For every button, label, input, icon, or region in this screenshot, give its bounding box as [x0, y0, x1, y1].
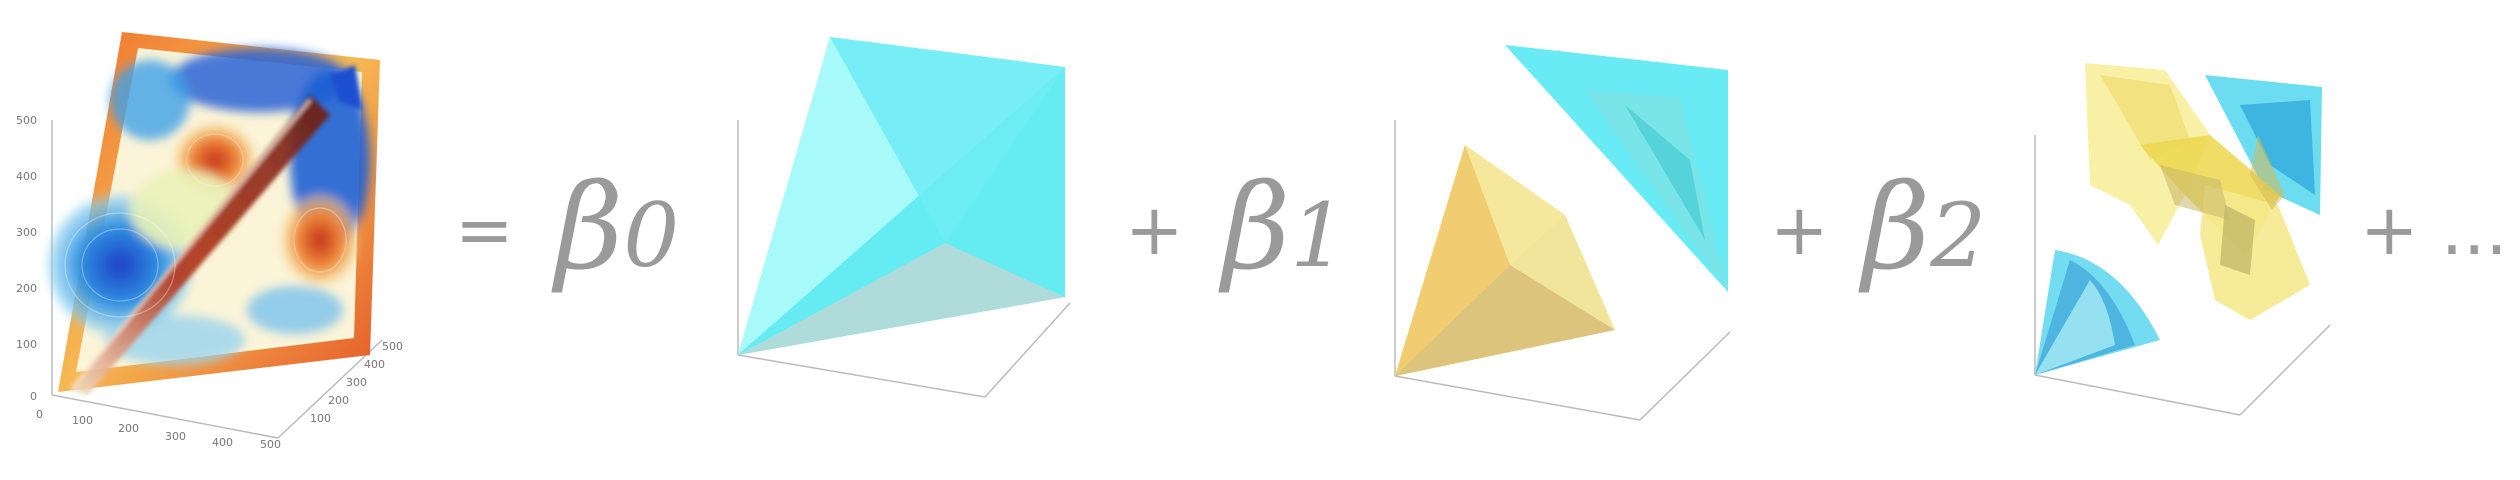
continuation-ellipsis: + ...	[2360, 189, 2508, 271]
beta-0-coefficient: β0	[555, 168, 679, 286]
basis-plot-0	[715, 25, 1085, 405]
beta-index: 1	[1290, 184, 1347, 287]
axis	[1394, 375, 1641, 421]
x-tick: 500	[260, 438, 281, 450]
x-tick: 100	[72, 414, 93, 427]
z-tick: 200	[328, 394, 349, 407]
axis	[737, 354, 986, 398]
cyan-wedge	[1505, 45, 1728, 292]
y-tick: 500	[16, 114, 37, 127]
beta-index: 2	[1930, 184, 1987, 287]
axis	[1639, 331, 1731, 421]
z-axis	[277, 339, 383, 439]
plus-sign: +	[1125, 189, 1184, 271]
x-tick: 300	[165, 430, 186, 443]
beta-symbol: β	[1222, 158, 1291, 296]
beta-symbol: β	[1862, 158, 1931, 296]
x-axis	[51, 394, 279, 439]
equals-sign: =	[455, 189, 514, 271]
field-surface	[48, 32, 380, 395]
z-tick: 400	[364, 358, 385, 371]
z-tick: 500	[382, 340, 403, 353]
axis	[2239, 324, 2331, 416]
beta-index: 0	[623, 184, 680, 287]
yellow-pyramid	[1395, 145, 1615, 376]
axis	[984, 302, 1071, 398]
x-tick: 0	[36, 408, 43, 421]
x-tick: 400	[212, 436, 233, 449]
cyan-tetrahedron	[738, 37, 1065, 355]
z-tick: 300	[346, 376, 367, 389]
y-tick: 0	[30, 390, 37, 403]
beta-1-coefficient: β1	[1222, 168, 1346, 286]
field-plot: 500 400 300 200 100 0 0 100 200 300 400 …	[10, 20, 410, 450]
y-tick: 400	[16, 170, 37, 183]
axis	[2034, 374, 2241, 416]
beta-2-coefficient: β2	[1862, 168, 1986, 286]
x-tick: 200	[118, 422, 139, 435]
z-tick: 100	[310, 412, 331, 425]
y-tick: 200	[16, 282, 37, 295]
plus-sign: +	[1770, 189, 1829, 271]
beta-symbol: β	[555, 158, 624, 296]
yellow-saddle-shape	[2085, 63, 2310, 320]
y-tick: 300	[16, 226, 37, 239]
cyan-corner-shape	[2205, 75, 2322, 215]
cyan-fan-shape	[2035, 250, 2160, 375]
y-tick: 100	[16, 338, 37, 351]
basis-plot-1	[1360, 40, 1740, 430]
basis-plot-2	[2010, 45, 2340, 425]
